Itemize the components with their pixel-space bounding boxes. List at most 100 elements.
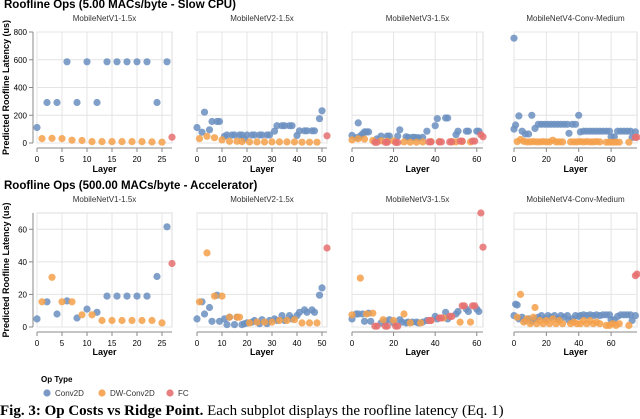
data-point-conv2d [423,127,431,135]
x-tick-label: 60 [472,339,481,348]
data-point-dw-conv2d [138,138,146,146]
x-axis-title: Layer [405,164,430,174]
data-point-dw-conv2d [260,318,269,326]
data-point-conv2d [103,292,111,300]
data-point-conv2d [53,98,61,107]
data-point-conv2d [454,307,462,316]
data-point-conv2d [273,122,281,130]
x-tick-label: 10 [218,339,227,348]
panel-title: MobileNetV2-1.5x [230,195,294,204]
series-dw-conv2d [38,273,166,327]
x-axis-title: Layer [92,347,117,357]
panel-mobilenetv1-1-5x: MobileNetV1-1.5x 0 20 40 60 0 5 10 15 20 25 Layer [18,195,176,357]
data-point-conv2d [528,111,536,119]
x-tick-label: 60 [607,339,616,348]
data-point-conv2d [223,131,231,139]
row-accelerator: Roofline Ops (500.00 MACs/byte - Acceler… [1,180,640,357]
data-point-conv2d [310,127,319,135]
x-tick-label: 20 [133,339,142,348]
data-point-dw-conv2d [58,298,66,306]
data-point-dw-conv2d [298,138,306,146]
panel-title: MobileNetV1-1.5x [73,14,137,23]
data-point-conv2d [511,121,520,129]
x-axis-title: Layer [250,347,275,357]
series-fc [323,132,331,140]
data-point-dw-conv2d [128,316,136,325]
data-point-dw-conv2d [78,136,86,145]
data-point-conv2d [571,120,580,128]
data-point-dw-conv2d [253,138,261,146]
data-point-dw-conv2d [526,320,534,328]
data-point-conv2d [575,111,583,119]
data-point-conv2d [208,317,216,325]
data-point-conv2d [200,108,209,116]
data-point-conv2d [525,130,533,138]
series-dw-conv2d [38,134,166,146]
data-point-dw-conv2d [625,138,633,146]
data-point-dw-conv2d [98,316,106,325]
data-point-dw-conv2d [313,138,321,146]
x-tick-label: 60 [472,155,481,164]
data-point-conv2d [265,131,274,139]
y-tick-label: 20 [18,290,27,299]
y-tick-label: 400 [14,84,28,93]
panel-mobilenetv1-1-5x: MobileNetV1-1.5x 0 200 400 600 800 0 5 10 15 20 25 L… [14,14,176,174]
row-title: Roofline Ops (500.00 MACs/byte - Acceler… [4,180,257,192]
series-fc [168,259,176,268]
data-point-fc [394,138,402,146]
data-point-dw-conv2d [203,132,211,140]
x-tick-label: 50 [318,155,327,164]
data-point-conv2d [270,127,279,135]
series-fc [631,270,640,280]
data-point-dw-conv2d [118,138,126,146]
data-point-conv2d [123,292,131,300]
data-point-fc [427,316,435,325]
panel-mobilenetv4-conv-medium: MobileNetV4-Conv-Medium 0 20 40 60 Layer [510,14,640,174]
y-tick-label: 40 [18,258,27,267]
data-point-dw-conv2d [313,319,321,327]
data-point-conv2d [215,117,224,126]
data-point-fc [373,138,381,146]
data-point-dw-conv2d [88,138,96,146]
x-tick-label: 0 [35,339,40,348]
data-point-conv2d [83,58,91,66]
data-point-dw-conv2d [615,320,623,328]
data-point-dw-conv2d [148,138,156,146]
data-point-dw-conv2d [466,318,475,326]
data-point-conv2d [250,131,259,139]
data-point-dw-conv2d [412,138,421,146]
data-point-dw-conv2d [210,134,219,142]
data-point-dw-conv2d [48,134,56,142]
data-point-conv2d [605,127,614,135]
series-dw-conv2d [195,132,321,146]
data-point-conv2d [33,123,41,132]
data-point-conv2d [33,315,41,323]
data-point-dw-conv2d [275,316,284,325]
panel-title: MobileNetV3-1.5x [386,14,450,23]
data-point-dw-conv2d [559,138,567,146]
data-point-dw-conv2d [348,136,356,144]
legend-swatch-conv2d [43,389,51,397]
data-point-conv2d [123,58,131,66]
data-point-conv2d [396,126,404,134]
legend-item-dw-conv2d: DW-Conv2D [98,389,155,398]
panel-title: MobileNetV1-1.5x [73,195,137,204]
x-axis-title: Layer [563,347,588,357]
data-point-fc [471,302,479,310]
data-point-conv2d [354,119,362,127]
series-conv2d [33,223,171,323]
series-conv2d [510,34,640,141]
data-point-conv2d [133,58,141,66]
caption-label: Fig. 3: Op Costs vs Ridge Point. [0,403,204,419]
data-point-conv2d [193,123,201,132]
data-point-conv2d [43,298,51,306]
series-dw-conv2d [513,290,633,329]
plot-frame [36,212,173,328]
x-tick-label: 0 [512,339,517,348]
data-point-dw-conv2d [210,292,219,300]
data-point-dw-conv2d [615,138,623,146]
data-point-dw-conv2d [268,318,276,326]
data-point-conv2d [193,315,201,323]
data-point-conv2d [631,312,640,320]
data-point-dw-conv2d [305,138,314,146]
